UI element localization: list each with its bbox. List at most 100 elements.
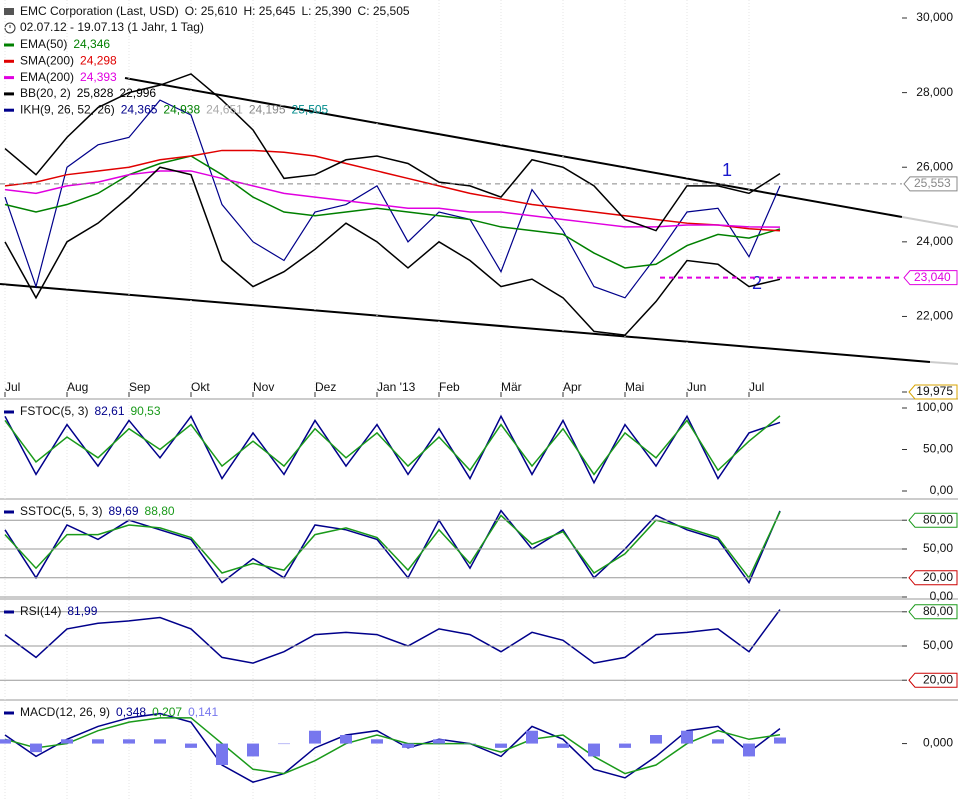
histogram-bar bbox=[30, 743, 42, 753]
x-tick-label: Jan '13 bbox=[377, 380, 416, 394]
annotation: 2 bbox=[752, 273, 762, 293]
panel bbox=[4, 509, 781, 585]
legend-text: 22,996 bbox=[119, 86, 156, 100]
legend-text: 24,195 bbox=[249, 102, 286, 116]
histogram-bar bbox=[464, 743, 476, 745]
legend-text: FSTOC(5, 3) bbox=[20, 404, 88, 418]
y-tick-label: 50,00 bbox=[923, 541, 953, 555]
trend-line-extension bbox=[929, 361, 958, 365]
reference-label: 25,553 bbox=[914, 176, 951, 190]
histogram-bar bbox=[247, 743, 259, 757]
x-tick-label: Mai bbox=[625, 380, 644, 394]
x-tick-label: Aug bbox=[67, 380, 88, 394]
y-tick-label: 24,000 bbox=[916, 234, 953, 248]
series-line bbox=[4, 166, 781, 336]
y-tick-tag bbox=[908, 604, 958, 620]
y-tick-label: 80,00 bbox=[923, 604, 953, 618]
x-tick-label: Jun bbox=[687, 380, 706, 394]
quote: O: 25,610 bbox=[185, 4, 238, 18]
y-tick-label: 19,975 bbox=[916, 384, 953, 398]
panel bbox=[4, 609, 781, 664]
histogram-bar bbox=[681, 730, 693, 744]
reference-label: 23,040 bbox=[914, 270, 951, 284]
legend-text: 24,938 bbox=[163, 102, 200, 116]
y-tick-label: 20,00 bbox=[923, 570, 953, 584]
x-tick-label: Mär bbox=[501, 380, 522, 394]
y-tick-label: 22,000 bbox=[916, 309, 953, 323]
trend-line-extension bbox=[901, 216, 958, 228]
histogram-bar bbox=[557, 743, 569, 748]
histogram-bar bbox=[278, 743, 290, 745]
histogram-bar bbox=[743, 743, 755, 757]
legend-text: 0,348 bbox=[116, 705, 146, 719]
y-tick-label: 30,000 bbox=[916, 10, 953, 24]
quote: L: 25,390 bbox=[301, 4, 351, 18]
legend-text: 25,505 bbox=[292, 102, 329, 116]
series-line bbox=[4, 509, 781, 585]
subtitle: 02.07.12 - 19.07.13 (1 Jahr, 1 Tag) bbox=[20, 20, 204, 34]
trend-line bbox=[0, 283, 931, 363]
histogram-bar bbox=[123, 739, 135, 744]
y-tick-label: 0,000 bbox=[923, 736, 953, 750]
panel bbox=[4, 73, 781, 336]
legend-text: 88,80 bbox=[145, 504, 175, 518]
histogram-bar bbox=[0, 739, 11, 744]
series-line bbox=[4, 717, 781, 775]
chart-title: EMC Corporation (Last, USD) bbox=[20, 4, 179, 18]
histogram-bar bbox=[495, 743, 507, 748]
legend-text: BB(20, 2) bbox=[20, 86, 71, 100]
histogram-bar bbox=[526, 730, 538, 744]
y-tick-label: 26,000 bbox=[916, 159, 953, 173]
y-tick-label: 50,00 bbox=[923, 638, 953, 652]
y-tick-label: 28,000 bbox=[916, 85, 953, 99]
legend-text: EMA(200) bbox=[20, 70, 74, 84]
x-tick-label: Dez bbox=[315, 380, 336, 394]
series-line bbox=[4, 149, 781, 232]
histogram-bar bbox=[433, 739, 445, 744]
series-line bbox=[4, 609, 781, 664]
legend-text: 25,828 bbox=[77, 86, 114, 100]
legend-text: 90,53 bbox=[131, 404, 161, 418]
y-tick-label: 80,00 bbox=[923, 512, 953, 526]
x-tick-label: Jul bbox=[749, 380, 764, 394]
histogram-bar bbox=[61, 739, 73, 744]
series-line bbox=[4, 155, 781, 269]
legend-text: SMA(200) bbox=[20, 53, 74, 67]
legend-text: 24,393 bbox=[80, 70, 117, 84]
reference-tag bbox=[903, 270, 958, 286]
y-tick-label: 0,00 bbox=[930, 483, 954, 497]
histogram-bar bbox=[774, 737, 786, 744]
legend-text: 82,61 bbox=[94, 404, 124, 418]
histogram-bar bbox=[154, 739, 166, 744]
histogram-bar bbox=[371, 739, 383, 744]
x-tick-label: Okt bbox=[191, 380, 210, 394]
legend-text: 24,298 bbox=[80, 53, 117, 67]
quote: H: 25,645 bbox=[243, 4, 295, 18]
y-tick-tag bbox=[908, 672, 958, 688]
x-tick-label: Jul bbox=[5, 380, 20, 394]
legend-text: 24,346 bbox=[73, 37, 110, 51]
series-line bbox=[4, 73, 781, 232]
series-line bbox=[4, 170, 781, 228]
legend-text: SSTOC(5, 5, 3) bbox=[20, 504, 102, 518]
histogram-bar bbox=[650, 735, 662, 744]
histogram-bar bbox=[588, 743, 600, 757]
series-line bbox=[4, 511, 781, 580]
annotation: 1 bbox=[722, 160, 732, 180]
y-tick-tag bbox=[908, 512, 958, 528]
histogram-bar bbox=[619, 743, 631, 748]
series-line bbox=[4, 99, 781, 299]
panel bbox=[4, 414, 781, 485]
y-tick-tag bbox=[908, 570, 958, 586]
x-tick-label: Nov bbox=[253, 380, 274, 394]
legend-text: MACD(12, 26, 9) bbox=[20, 705, 110, 719]
y-tick-label: 0,00 bbox=[930, 589, 954, 603]
histogram-bar bbox=[92, 739, 104, 744]
legend-text: 24,365 bbox=[121, 102, 158, 116]
histogram-bar bbox=[216, 743, 228, 765]
histogram-bar bbox=[712, 739, 724, 744]
legend-text: EMA(50) bbox=[20, 37, 67, 51]
quote: C: 25,505 bbox=[358, 4, 410, 18]
